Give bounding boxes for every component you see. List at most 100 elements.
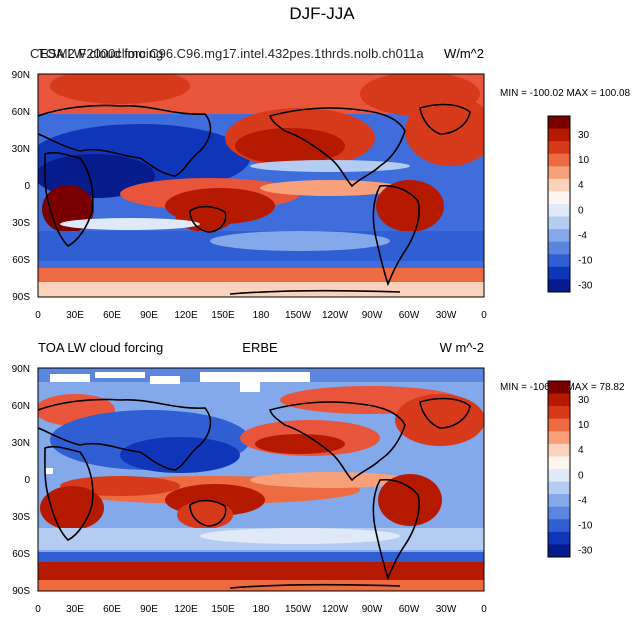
map-model: 90N 60N 30N 0 30S 60S 90S 0 30E 60E 90E … <box>12 70 593 321</box>
lat-label: 90N <box>12 364 30 375</box>
colorbar-swatch <box>548 116 570 130</box>
colorbar-obs: 30 10 4 0 -4 -10 -30 <box>547 380 593 558</box>
lat-label: 30S <box>12 218 30 229</box>
colorbar-swatch <box>548 469 570 483</box>
lon-label: 60W <box>399 604 420 615</box>
lon-label: 60W <box>399 310 420 321</box>
lon-label: 180 <box>253 310 270 321</box>
colorbar-label: -30 <box>578 546 593 557</box>
colorbar-frame <box>547 380 571 558</box>
colorbar-label: -10 <box>578 521 593 532</box>
colorbar-swatch <box>548 406 570 420</box>
colorbar-label: 10 <box>578 420 590 431</box>
lon-label: 30E <box>66 604 84 615</box>
colorbar-swatch <box>548 128 570 142</box>
lat-label: 30S <box>12 512 30 523</box>
colorbar-label: 0 <box>578 205 584 216</box>
panel-left-title: TOA LW cloud forcing <box>38 46 164 61</box>
panel-obs: TOA LW cloud forcing ERBE W m^-2 MIN = -… <box>0 340 644 640</box>
colorbar-label: 0 <box>578 470 584 481</box>
lat-label: 30N <box>12 438 30 449</box>
colorbar-swatch <box>548 266 570 280</box>
colorbar-label: 10 <box>578 155 590 166</box>
lon-label: 120W <box>322 604 349 615</box>
colorbar-swatch <box>548 166 570 180</box>
colorbar-label: -10 <box>578 256 593 267</box>
lon-label: 120W <box>322 310 349 321</box>
lon-axis-bottom: 0 30E 60E 90E 120E 150E 180 150W 120W 90… <box>35 604 487 615</box>
colorbar-swatch <box>548 279 570 293</box>
colorbar-swatch <box>548 191 570 205</box>
colorbar-swatch <box>548 431 570 445</box>
lon-axis-top: 0 30E 60E 90E 120E 150E 180 150W 120W 90… <box>35 310 487 321</box>
lon-label: 60E <box>103 310 121 321</box>
colorbar-label: -4 <box>578 230 587 241</box>
colorbar-swatch <box>548 544 570 558</box>
colorbar-swatch <box>548 153 570 167</box>
lon-label: 150W <box>285 604 312 615</box>
lon-label: 120E <box>174 604 198 615</box>
lon-label: 120E <box>174 310 198 321</box>
lon-label: 30W <box>436 604 457 615</box>
min-value: MIN = -106.05 <box>500 382 564 393</box>
min-value: MIN = -100.02 <box>500 88 564 99</box>
colorbar-swatch <box>548 418 570 432</box>
colorbar-swatch <box>548 494 570 508</box>
lon-label: 30W <box>436 310 457 321</box>
colorbar-swatch <box>548 229 570 243</box>
colorbar-label: 4 <box>578 445 584 456</box>
figure-title: DJF-JJA <box>289 4 355 23</box>
lon-label: 60E <box>103 604 121 615</box>
lon-label: 90E <box>140 604 158 615</box>
map-obs: 90N 60N 30N 0 30S 60S 90S 0 30E 60E 90E … <box>12 364 593 615</box>
lat-label: 60S <box>12 549 30 560</box>
lon-label: 90W <box>362 604 383 615</box>
lat-label: 90N <box>12 70 30 81</box>
lon-label: 0 <box>35 604 41 615</box>
lon-label: 180 <box>253 604 270 615</box>
lon-label: 90E <box>140 310 158 321</box>
colorbar-label: -30 <box>578 281 593 292</box>
lat-label: 60N <box>12 401 30 412</box>
colorbar-swatch <box>548 393 570 407</box>
colorbar-swatch <box>548 456 570 470</box>
colorbar-swatch <box>548 531 570 545</box>
model-case-title: CESM2 F2000climo C96.C96.mg17.intel.432p… <box>30 46 424 61</box>
map-field-model <box>38 74 484 297</box>
lon-label: 150W <box>285 310 312 321</box>
colorbar-label: 30 <box>578 395 590 406</box>
max-value: MAX = 100.08 <box>566 88 631 99</box>
lon-label: 0 <box>481 604 487 615</box>
colorbar-frame <box>547 115 571 293</box>
lat-axis-bottom: 90N 60N 30N 0 30S 60S 90S <box>12 364 31 597</box>
colorbar-swatch <box>548 381 570 395</box>
colorbar-swatch <box>548 481 570 495</box>
lon-label: 0 <box>35 310 41 321</box>
lon-label: 150E <box>211 310 235 321</box>
lat-label: 0 <box>24 181 30 192</box>
panel-model: CESM2 F2000climo C96.C96.mg17.intel.432p… <box>0 46 644 346</box>
colorbar-label: -4 <box>578 495 587 506</box>
max-value: MAX = 78.82 <box>566 382 625 393</box>
lat-label: 90S <box>12 292 30 303</box>
lat-label: 60N <box>12 107 30 118</box>
lon-label: 0 <box>481 310 487 321</box>
panel-units: W/m^2 <box>443 46 484 61</box>
colorbar-model: 30 10 4 0 -4 -10 -30 <box>547 115 593 293</box>
lat-label: 60S <box>12 255 30 266</box>
colorbar-swatch <box>548 204 570 218</box>
colorbar-label: 30 <box>578 130 590 141</box>
colorbar-swatch <box>548 506 570 520</box>
lon-label: 30E <box>66 310 84 321</box>
lon-label: 150E <box>211 604 235 615</box>
colorbar-swatch <box>548 254 570 268</box>
panel-minmax: MIN = -100.02 MAX = 100.08 <box>500 88 630 99</box>
lat-label: 30N <box>12 144 30 155</box>
lon-label: 90W <box>362 310 383 321</box>
lat-label: 0 <box>24 475 30 486</box>
colorbar-swatch <box>548 519 570 533</box>
colorbar-swatch <box>548 443 570 457</box>
panel-minmax: MIN = -106.05 MAX = 78.82 <box>500 382 625 393</box>
lat-label: 90S <box>12 586 30 597</box>
colorbar-swatch <box>548 216 570 230</box>
